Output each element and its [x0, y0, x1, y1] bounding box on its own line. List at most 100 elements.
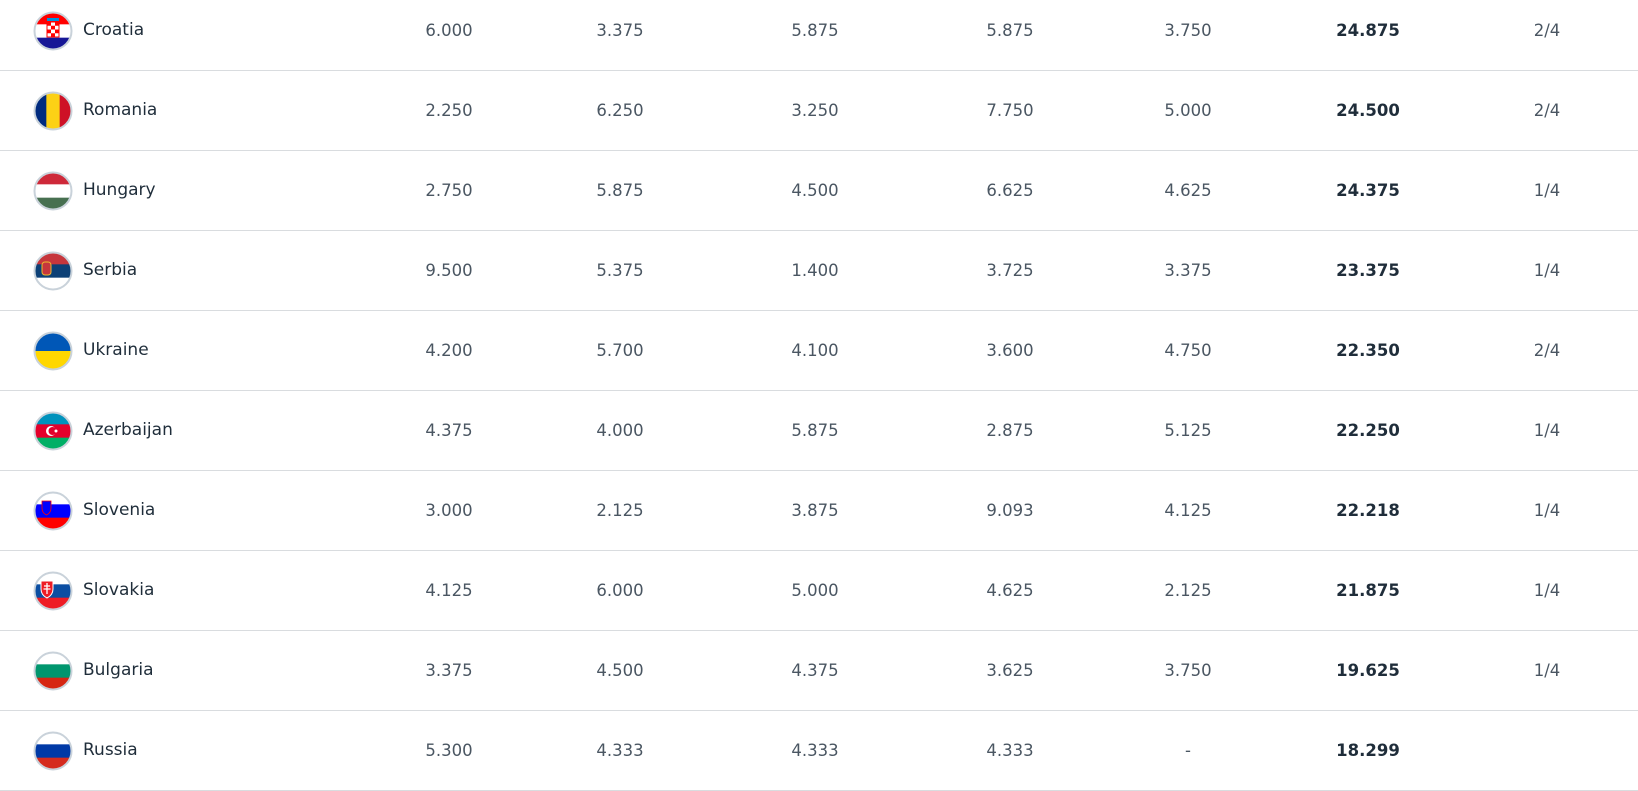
season-points: 5.875	[791, 21, 839, 40]
teams-remaining: 1/4	[1533, 261, 1561, 280]
hungary-flag-icon	[33, 171, 73, 211]
season-points: 5.875	[791, 421, 839, 440]
season-points: 1.400	[791, 261, 839, 280]
table-row[interactable]: Azerbaijan 4.375 4.000 5.875 2.875 5.125 22.25…	[0, 391, 1638, 471]
season-points: 5.125	[1164, 421, 1212, 440]
season-points: 3.750	[1164, 21, 1212, 40]
croatia-flag-icon	[33, 11, 73, 51]
table-row[interactable]: Serbia 9.500 5.375 1.400 3.725 3.375 23.375 1/4	[0, 231, 1638, 311]
season-points: 6.625	[986, 181, 1034, 200]
season-points: 5.000	[791, 581, 839, 600]
serbia-flag-icon	[33, 251, 73, 291]
romania-flag-icon	[33, 91, 73, 131]
season-points: 4.333	[986, 741, 1034, 760]
slovenia-flag-icon	[33, 491, 73, 531]
season-points: 5.875	[596, 181, 644, 200]
season-points: 3.600	[986, 341, 1034, 360]
season-points: 4.333	[791, 741, 839, 760]
table-row[interactable]: Slovakia 4.125 6.000 5.000 4.625 2.125 21.875 1…	[0, 551, 1638, 631]
season-points: 9.093	[986, 501, 1034, 520]
country-name[interactable]: Croatia	[83, 20, 145, 40]
teams-remaining: 1/4	[1533, 581, 1561, 600]
season-points: 3.375	[596, 21, 644, 40]
season-points: 2.750	[425, 181, 473, 200]
season-points: 2.125	[596, 501, 644, 520]
country-name[interactable]: Russia	[83, 740, 138, 760]
total-points: 24.875	[1336, 21, 1400, 40]
season-points: 4.100	[791, 341, 839, 360]
season-points: 4.125	[1164, 501, 1212, 520]
teams-remaining: 2/4	[1533, 101, 1561, 120]
season-points: 5.300	[425, 741, 473, 760]
azerbaijan-flag-icon	[33, 411, 73, 451]
teams-remaining: 2/4	[1533, 341, 1561, 360]
season-points: 7.750	[986, 101, 1034, 120]
season-points: 4.375	[791, 661, 839, 680]
total-points: 23.375	[1336, 261, 1400, 280]
country-name[interactable]: Romania	[83, 100, 158, 120]
season-points: 3.725	[986, 261, 1034, 280]
table-row[interactable]: Romania 2.250 6.250 3.250 7.750 5.000 24.500 2/…	[0, 71, 1638, 151]
season-points: 4.375	[425, 421, 473, 440]
season-points: 2.125	[1164, 581, 1212, 600]
season-points: 4.750	[1164, 341, 1212, 360]
country-name[interactable]: Azerbaijan	[83, 420, 173, 440]
table-row[interactable]: Slovenia 3.000 2.125 3.875 9.093 4.125 22.218 1…	[0, 471, 1638, 551]
season-points: 9.500	[425, 261, 473, 280]
country-name[interactable]: Bulgaria	[83, 660, 154, 680]
total-points: 24.375	[1336, 181, 1400, 200]
season-points: 4.500	[596, 661, 644, 680]
season-points: 3.000	[425, 501, 473, 520]
season-points: 5.000	[1164, 101, 1212, 120]
total-points: 22.250	[1336, 421, 1400, 440]
season-points: 3.875	[791, 501, 839, 520]
total-points: 22.218	[1336, 501, 1400, 520]
country-name[interactable]: Serbia	[83, 260, 138, 280]
teams-remaining: 2/4	[1533, 21, 1561, 40]
season-points: 3.375	[425, 661, 473, 680]
season-points: -	[1185, 741, 1191, 760]
season-points: 4.500	[791, 181, 839, 200]
slovakia-flag-icon	[33, 571, 73, 611]
season-points: 3.625	[986, 661, 1034, 680]
country-name[interactable]: Hungary	[83, 180, 156, 200]
total-points: 18.299	[1336, 741, 1400, 760]
season-points: 5.700	[596, 341, 644, 360]
country-name[interactable]: Slovakia	[83, 580, 155, 600]
russia-flag-icon	[33, 731, 73, 771]
season-points: 6.000	[596, 581, 644, 600]
country-name[interactable]: Ukraine	[83, 340, 149, 360]
teams-remaining: 1/4	[1533, 501, 1561, 520]
season-points: 3.375	[1164, 261, 1212, 280]
season-points: 3.250	[791, 101, 839, 120]
table-row[interactable]: Bulgaria 3.375 4.500 4.375 3.625 3.750 19.625 1…	[0, 631, 1638, 711]
season-points: 4.625	[1164, 181, 1212, 200]
teams-remaining: 1/4	[1533, 181, 1561, 200]
season-points: 4.333	[596, 741, 644, 760]
total-points: 19.625	[1336, 661, 1400, 680]
ukraine-flag-icon	[33, 331, 73, 371]
country-name[interactable]: Slovenia	[83, 500, 156, 520]
bulgaria-flag-icon	[33, 651, 73, 691]
season-points: 6.250	[596, 101, 644, 120]
table-row[interactable]: Ukraine 4.200 5.700 4.100 3.600 4.750 22.350 2/…	[0, 311, 1638, 391]
season-points: 5.875	[986, 21, 1034, 40]
season-points: 4.000	[596, 421, 644, 440]
table-row[interactable]: Croatia 6.000 3.375 5.875 5.875 3.750 24.875 2/…	[0, 0, 1638, 71]
season-points: 3.750	[1164, 661, 1212, 680]
season-points: 4.200	[425, 341, 473, 360]
season-points: 5.375	[596, 261, 644, 280]
teams-remaining: 1/4	[1533, 421, 1561, 440]
season-points: 2.875	[986, 421, 1034, 440]
season-points: 6.000	[425, 21, 473, 40]
table-row[interactable]: Hungary 2.750 5.875 4.500 6.625 4.625 24.375 1/…	[0, 151, 1638, 231]
total-points: 21.875	[1336, 581, 1400, 600]
season-points: 4.625	[986, 581, 1034, 600]
season-points: 2.250	[425, 101, 473, 120]
total-points: 24.500	[1336, 101, 1400, 120]
total-points: 22.350	[1336, 341, 1400, 360]
table-row[interactable]: Russia 5.300 4.333 4.333 4.333 - 18.299	[0, 711, 1638, 791]
teams-remaining: 1/4	[1533, 661, 1561, 680]
season-points: 4.125	[425, 581, 473, 600]
